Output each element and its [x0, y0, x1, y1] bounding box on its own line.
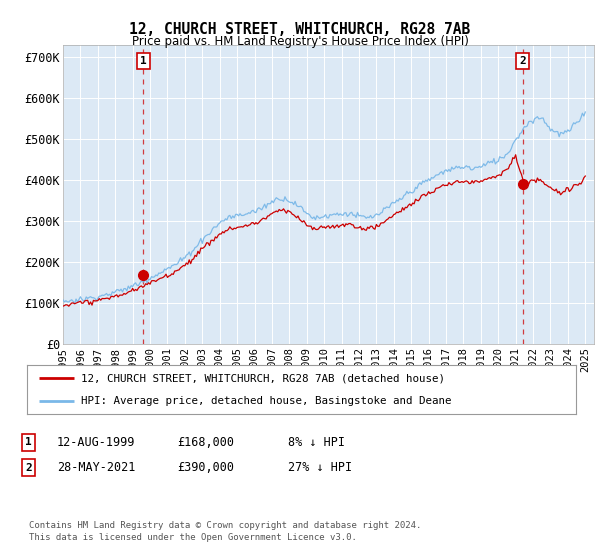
Text: 2: 2: [25, 463, 32, 473]
Text: 2: 2: [519, 56, 526, 66]
Text: 12, CHURCH STREET, WHITCHURCH, RG28 7AB: 12, CHURCH STREET, WHITCHURCH, RG28 7AB: [130, 22, 470, 38]
Text: 1: 1: [140, 56, 147, 66]
Text: Contains HM Land Registry data © Crown copyright and database right 2024.
This d: Contains HM Land Registry data © Crown c…: [29, 521, 421, 542]
Text: 27% ↓ HPI: 27% ↓ HPI: [288, 461, 352, 474]
Text: £168,000: £168,000: [177, 436, 234, 449]
Text: Price paid vs. HM Land Registry's House Price Index (HPI): Price paid vs. HM Land Registry's House …: [131, 35, 469, 48]
Text: 8% ↓ HPI: 8% ↓ HPI: [288, 436, 345, 449]
Text: HPI: Average price, detached house, Basingstoke and Deane: HPI: Average price, detached house, Basi…: [81, 396, 451, 406]
Text: 28-MAY-2021: 28-MAY-2021: [57, 461, 136, 474]
Text: 1: 1: [25, 437, 32, 447]
Text: 12-AUG-1999: 12-AUG-1999: [57, 436, 136, 449]
Text: £390,000: £390,000: [177, 461, 234, 474]
Text: 12, CHURCH STREET, WHITCHURCH, RG28 7AB (detached house): 12, CHURCH STREET, WHITCHURCH, RG28 7AB …: [81, 374, 445, 384]
